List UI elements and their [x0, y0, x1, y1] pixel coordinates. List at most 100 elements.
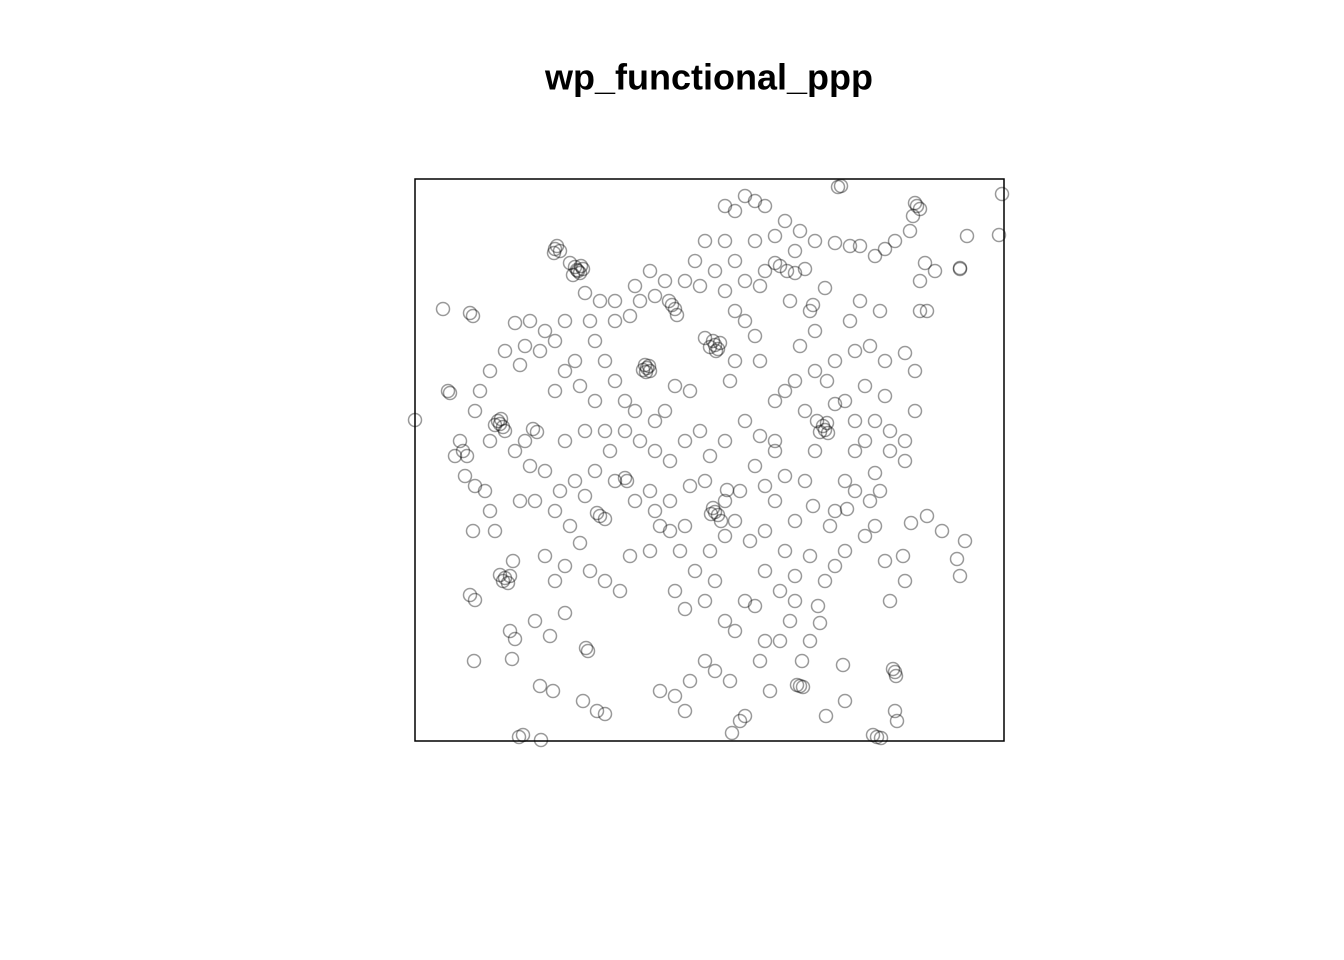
point — [737, 313, 753, 329]
point — [465, 523, 481, 539]
point — [727, 623, 743, 639]
point — [807, 323, 823, 339]
point — [637, 357, 653, 373]
point — [852, 293, 868, 309]
point — [752, 428, 768, 444]
point — [772, 258, 788, 274]
point — [697, 653, 713, 669]
point — [802, 548, 818, 564]
point — [617, 393, 633, 409]
point — [495, 573, 511, 589]
point — [597, 573, 613, 589]
point — [909, 198, 925, 214]
point — [638, 364, 654, 380]
point — [642, 543, 658, 559]
point — [897, 453, 913, 469]
point — [767, 228, 783, 244]
point — [577, 488, 593, 504]
point — [627, 278, 643, 294]
point — [839, 501, 855, 517]
point — [567, 259, 583, 275]
point — [877, 241, 893, 257]
point — [817, 573, 833, 589]
point — [547, 503, 563, 519]
point — [707, 337, 723, 353]
point — [522, 313, 538, 329]
point — [867, 465, 883, 481]
point — [827, 558, 843, 574]
point — [882, 593, 898, 609]
point — [952, 260, 968, 276]
point — [495, 419, 511, 435]
point — [667, 688, 683, 704]
point — [592, 293, 608, 309]
point — [837, 393, 853, 409]
point — [669, 307, 685, 323]
point — [667, 301, 683, 317]
point — [642, 263, 658, 279]
point — [907, 195, 923, 211]
point — [742, 533, 758, 549]
point — [647, 443, 663, 459]
point — [897, 345, 913, 361]
point — [882, 443, 898, 459]
point — [512, 493, 528, 509]
point — [575, 693, 591, 709]
point — [815, 418, 831, 434]
point — [787, 593, 803, 609]
point — [587, 463, 603, 479]
point — [547, 241, 563, 257]
point — [888, 668, 904, 684]
point — [842, 238, 858, 254]
point — [903, 515, 919, 531]
point — [887, 233, 903, 249]
point — [687, 253, 703, 269]
point — [787, 265, 803, 281]
point — [692, 278, 708, 294]
point — [607, 373, 623, 389]
point — [682, 673, 698, 689]
point — [652, 683, 668, 699]
point — [482, 363, 498, 379]
point — [697, 593, 713, 609]
point — [872, 483, 888, 499]
point — [587, 393, 603, 409]
point — [587, 333, 603, 349]
point — [732, 713, 748, 729]
point — [639, 360, 655, 376]
point — [507, 315, 523, 331]
point — [632, 433, 648, 449]
point — [807, 363, 823, 379]
point — [572, 265, 588, 281]
point — [546, 245, 562, 261]
point — [537, 463, 553, 479]
point — [782, 613, 798, 629]
point — [732, 483, 748, 499]
point — [757, 633, 773, 649]
point — [727, 513, 743, 529]
point — [952, 261, 968, 277]
point — [487, 417, 503, 433]
point — [747, 598, 763, 614]
point — [857, 378, 873, 394]
point — [717, 528, 733, 544]
point — [818, 708, 834, 724]
point — [712, 335, 728, 351]
point — [622, 548, 638, 564]
point — [767, 393, 783, 409]
point — [895, 548, 911, 564]
point — [597, 353, 613, 369]
point — [797, 261, 813, 277]
point — [572, 378, 588, 394]
point — [820, 425, 836, 441]
point — [667, 583, 683, 599]
point — [641, 358, 657, 374]
point — [522, 458, 538, 474]
point — [664, 297, 680, 313]
point — [567, 473, 583, 489]
point — [507, 443, 523, 459]
point — [810, 598, 826, 614]
point — [447, 448, 463, 464]
point — [842, 313, 858, 329]
point — [905, 208, 921, 224]
